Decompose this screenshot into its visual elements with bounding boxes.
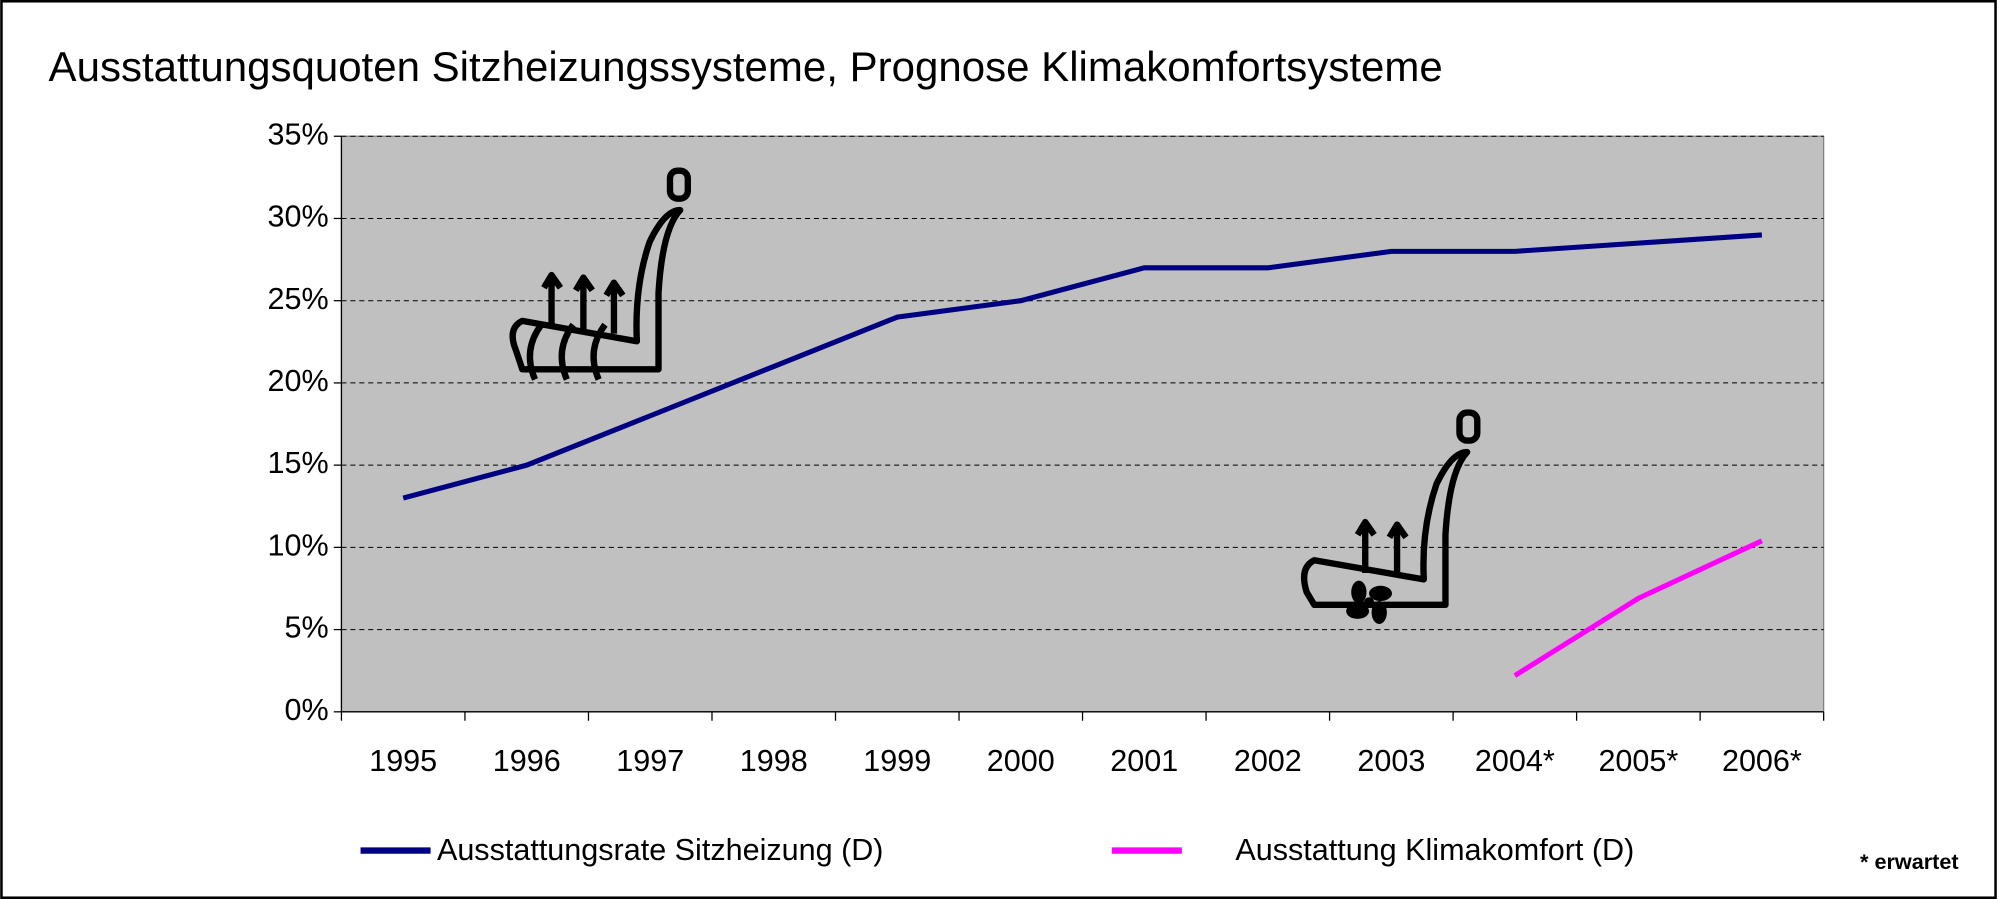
fan-icon [1346,580,1392,624]
legend-label: Ausstattung Klimakomfort (D) [1235,833,1634,867]
y-tick-label: 30% [268,200,329,234]
x-tick-label: 2002 [1234,744,1302,778]
x-tick-label: 1999 [863,744,931,778]
x-tick-label: 1998 [740,744,808,778]
x-tick-label: 1995 [369,744,437,778]
y-tick-label: 35% [268,117,329,151]
x-tick-label: 2000 [987,744,1055,778]
x-tick-label: 1997 [616,744,684,778]
icon-seat-heating [509,167,1481,609]
x-tick-label: 2005* [1598,744,1678,778]
x-tick-label: 2004* [1475,744,1555,778]
y-tick-label: 25% [268,282,329,316]
y-tick-label: 15% [268,446,329,480]
x-tick-label: 1996 [493,744,561,778]
series-line [1513,538,1763,678]
legend-label: Ausstattungsrate Sitzheizung (D) [437,833,884,867]
footnote: * erwartet [1860,849,1959,874]
chart-title: Ausstattungsquoten Sitzheizungssysteme, … [49,43,1443,90]
y-tick-label: 0% [285,693,329,727]
x-tick-label: 2003 [1357,744,1425,778]
y-tick-label: 10% [268,528,329,562]
x-tick-label: 2006* [1722,744,1802,778]
y-tick-label: 20% [268,364,329,398]
series-line [402,232,1763,501]
plot-area: 0% 5% 10% 15% 20% 25% 30% 35% 1995 1996 1997 1998 19… [268,117,1825,778]
y-tick-label: 5% [285,611,329,645]
x-tick-label: 2001 [1110,744,1178,778]
plot-background [340,135,1825,713]
